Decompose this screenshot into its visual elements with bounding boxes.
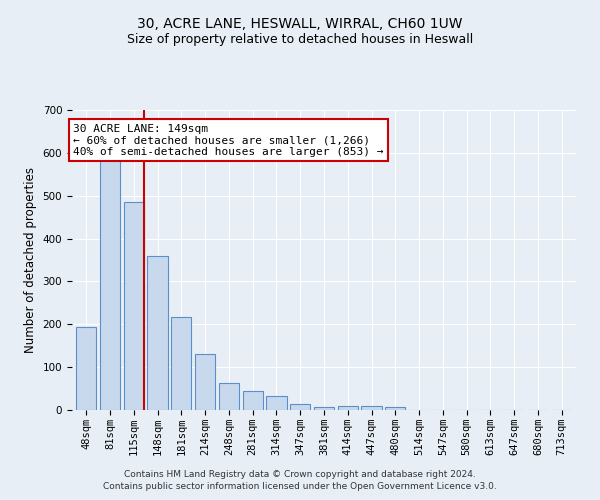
Text: Contains HM Land Registry data © Crown copyright and database right 2024.: Contains HM Land Registry data © Crown c…	[124, 470, 476, 479]
Bar	[290, 404, 310, 410]
Bar	[338, 406, 358, 410]
Text: Contains public sector information licensed under the Open Government Licence v3: Contains public sector information licen…	[103, 482, 497, 491]
Bar	[124, 202, 144, 410]
Bar	[195, 354, 215, 410]
Bar	[242, 390, 263, 410]
Text: 30, ACRE LANE, HESWALL, WIRRAL, CH60 1UW: 30, ACRE LANE, HESWALL, WIRRAL, CH60 1UW	[137, 18, 463, 32]
Bar	[266, 396, 287, 410]
Bar	[171, 318, 191, 410]
Bar	[76, 328, 97, 410]
Bar	[314, 406, 334, 410]
Bar	[219, 384, 239, 410]
Bar	[385, 408, 406, 410]
Y-axis label: Number of detached properties: Number of detached properties	[24, 167, 37, 353]
Text: Size of property relative to detached houses in Heswall: Size of property relative to detached ho…	[127, 32, 473, 46]
Bar	[100, 160, 120, 410]
Bar	[361, 406, 382, 410]
Bar	[148, 256, 167, 410]
Text: 30 ACRE LANE: 149sqm
← 60% of detached houses are smaller (1,266)
40% of semi-de: 30 ACRE LANE: 149sqm ← 60% of detached h…	[73, 124, 383, 157]
